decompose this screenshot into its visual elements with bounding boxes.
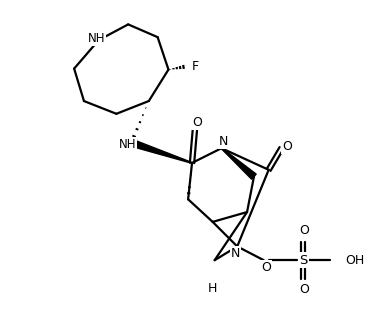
- Text: O: O: [299, 224, 309, 237]
- Text: O: O: [299, 283, 309, 296]
- Text: O: O: [261, 260, 271, 273]
- Polygon shape: [132, 140, 192, 163]
- Text: N: N: [219, 135, 228, 148]
- Text: O: O: [192, 116, 202, 129]
- Text: OH: OH: [345, 254, 365, 267]
- Text: NH: NH: [118, 138, 136, 151]
- Text: NH: NH: [88, 32, 106, 45]
- Text: O: O: [282, 140, 292, 153]
- Text: H: H: [208, 282, 217, 295]
- Text: S: S: [299, 254, 307, 267]
- Text: F: F: [192, 60, 199, 73]
- Text: N: N: [230, 247, 240, 260]
- Polygon shape: [221, 148, 256, 179]
